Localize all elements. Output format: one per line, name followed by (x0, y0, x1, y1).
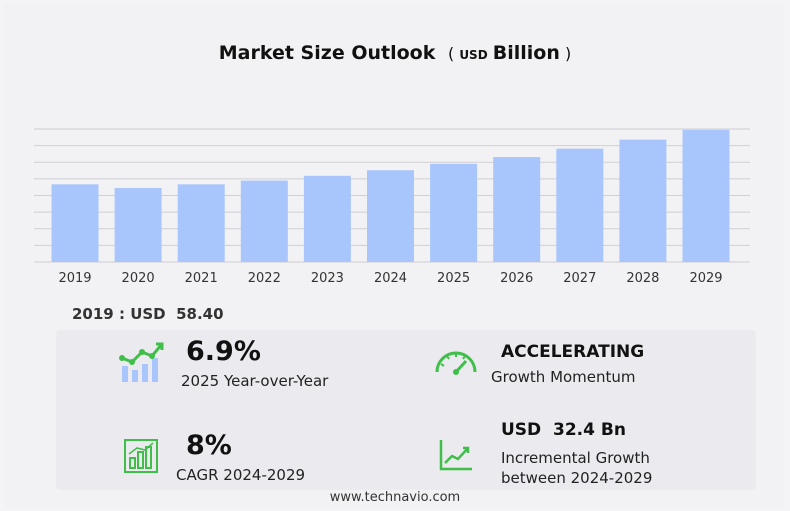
incremental-label-wrap: Incremental Growth between 2024-2029 (501, 448, 652, 488)
bar-2019 (51, 184, 99, 262)
x-tick-label: 2023 (311, 271, 344, 286)
x-tick-label: 2026 (500, 271, 533, 286)
cagr-label-wrap: CAGR 2024-2029 (176, 465, 305, 485)
bar-2025 (430, 163, 478, 262)
bar-chart-icon (124, 439, 158, 473)
momentum-label: Growth Momentum (491, 368, 636, 386)
x-tick-label: 2022 (248, 271, 281, 286)
momentum-value: ACCELERATING (501, 342, 645, 362)
bar-2024 (367, 170, 414, 262)
yoy-label-wrap: 2025 Year-over-Year (181, 371, 328, 391)
title-unit: ( USD Billion ) (447, 42, 572, 64)
bar-chart: 2019 2020 2021 2022 2023 2024 2025 2026 2027 2028… (34, 128, 750, 286)
bar-2020 (114, 188, 162, 262)
incremental-label-line2: between 2024-2029 (501, 469, 653, 487)
yoy-stat: 6.9% (186, 336, 261, 367)
yoy-value: 6.9% (186, 336, 261, 367)
bar-2027 (556, 148, 604, 262)
x-tick-label: 2029 (689, 271, 722, 286)
chart-title: Market Size Outlook ( USD Billion ) (0, 42, 790, 64)
bar-2029 (682, 129, 730, 262)
incremental-value: USD 32.4 Bn (501, 420, 626, 440)
bar-2026 (493, 157, 541, 262)
x-tick-label: 2024 (374, 271, 407, 286)
x-tick-label: 2027 (563, 271, 596, 286)
line-chart-icon (439, 440, 472, 471)
chart-growth-icon (119, 342, 164, 382)
bar-2023 (303, 175, 351, 262)
x-tick-label: 2021 (185, 271, 218, 286)
title-main: Market Size Outlook (218, 42, 436, 64)
cagr-stat: 8% (186, 430, 232, 461)
x-tick-label: 2019 (58, 271, 91, 286)
cagr-value: 8% (186, 430, 232, 461)
momentum-label-wrap: Growth Momentum (491, 367, 636, 387)
yoy-label: 2025 Year-over-Year (181, 372, 329, 390)
base-year-value: 2019 : USD 58.40 (72, 305, 224, 323)
x-tick-label: 2025 (437, 271, 470, 286)
x-tick-label: 2028 (626, 271, 659, 286)
cagr-label: CAGR 2024-2029 (176, 466, 306, 484)
bar-2021 (177, 184, 225, 262)
stats-panel (56, 330, 756, 490)
incremental-stat: USD 32.4 Bn (501, 420, 626, 440)
bar-2022 (240, 180, 288, 262)
speedometer-icon (435, 351, 477, 375)
x-tick-label: 2020 (122, 271, 155, 286)
momentum-stat: ACCELERATING (501, 342, 644, 362)
footer-url: www.technavio.com (329, 490, 461, 505)
incremental-label-line1: Incremental Growth (501, 449, 650, 467)
bar-2028 (619, 139, 667, 262)
